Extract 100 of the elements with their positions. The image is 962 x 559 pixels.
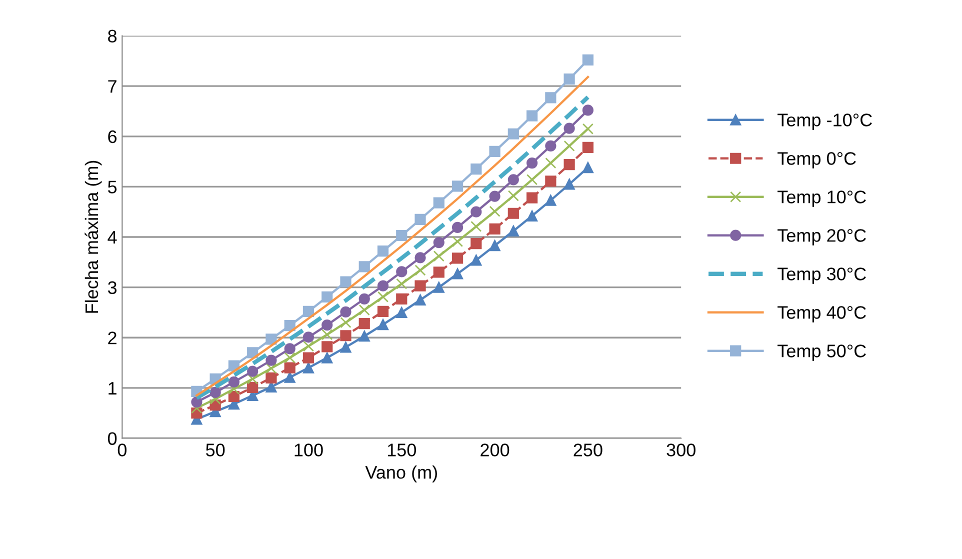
point — [564, 73, 575, 85]
point — [340, 330, 352, 342]
point — [582, 142, 594, 154]
point — [452, 252, 464, 264]
point — [228, 383, 240, 395]
point — [582, 123, 594, 134]
point — [358, 304, 370, 316]
point — [322, 341, 333, 352]
point — [322, 329, 333, 340]
point — [564, 159, 575, 170]
point — [526, 158, 538, 169]
y-axis-title: Flecha máxima (m) — [84, 160, 102, 313]
point — [358, 330, 370, 342]
point — [470, 206, 482, 218]
point — [545, 176, 556, 187]
legend-label: Temp 40°C — [778, 306, 866, 322]
x-tick-label: 0 — [118, 444, 126, 456]
point — [582, 104, 594, 116]
point — [545, 158, 556, 169]
legend-label: Temp 30°C — [778, 268, 866, 284]
y-tick-label: 0 — [108, 432, 117, 445]
point — [284, 372, 296, 383]
y-tick-label: 3 — [108, 281, 117, 294]
point — [489, 223, 500, 235]
point — [377, 306, 389, 318]
point — [470, 254, 482, 266]
x-tick-label: 150 — [388, 444, 416, 456]
legend-label: Temp 50°C — [778, 344, 866, 361]
point — [377, 291, 389, 302]
point — [302, 332, 314, 343]
point — [340, 276, 352, 288]
point — [470, 238, 482, 250]
point — [414, 264, 426, 276]
point — [414, 294, 426, 306]
point — [322, 320, 333, 331]
y-tick-label: 1 — [108, 382, 116, 394]
point — [302, 340, 314, 352]
point — [247, 347, 258, 358]
point — [284, 362, 296, 374]
point — [377, 280, 389, 292]
point — [228, 376, 240, 388]
point — [564, 178, 575, 190]
point — [526, 110, 538, 122]
point — [377, 319, 389, 330]
point — [247, 382, 258, 393]
point — [210, 386, 221, 398]
point — [414, 280, 426, 292]
point — [414, 214, 426, 225]
point — [247, 366, 258, 377]
point — [340, 316, 352, 328]
y-tick-label: 8 — [108, 30, 117, 42]
x-tick-label: 100 — [294, 444, 323, 456]
point — [284, 320, 296, 332]
y-tick-label: 6 — [108, 130, 117, 144]
point — [396, 230, 408, 242]
point — [284, 352, 296, 364]
point — [452, 222, 464, 234]
point — [266, 372, 277, 384]
point — [340, 306, 352, 318]
point — [191, 396, 202, 408]
x-tick-label: 200 — [480, 444, 510, 456]
point — [508, 190, 519, 202]
point — [358, 318, 370, 330]
point — [489, 146, 500, 158]
x-tick-label: 250 — [574, 444, 602, 456]
point — [526, 192, 538, 204]
point — [302, 306, 314, 318]
point — [545, 140, 556, 152]
point — [508, 174, 519, 186]
point — [452, 268, 464, 280]
point — [545, 92, 556, 104]
point — [396, 266, 408, 278]
point — [396, 278, 408, 290]
point — [396, 306, 408, 318]
point — [452, 180, 464, 192]
x-axis-title: Vano (m) — [365, 466, 437, 482]
point — [266, 334, 277, 345]
legend-label: Temp 0°C — [778, 152, 856, 168]
point — [489, 190, 500, 202]
legend-label: Temp 20°C — [778, 229, 866, 246]
point — [228, 390, 240, 402]
point — [396, 293, 408, 304]
point — [358, 261, 370, 272]
x-tick-label: 300 — [666, 444, 696, 456]
point — [302, 362, 314, 374]
y-tick-label: 2 — [108, 332, 116, 344]
point — [414, 252, 426, 264]
point — [452, 236, 464, 248]
legend-label: Temp -10°C — [778, 114, 872, 130]
point — [266, 354, 277, 366]
point — [247, 373, 258, 384]
x-tick-label: 50 — [206, 444, 225, 456]
point — [526, 210, 538, 222]
point — [545, 194, 556, 206]
point — [266, 362, 277, 374]
point — [564, 122, 575, 134]
point — [508, 208, 519, 219]
point — [564, 140, 575, 152]
point — [582, 162, 594, 174]
point — [470, 220, 482, 232]
